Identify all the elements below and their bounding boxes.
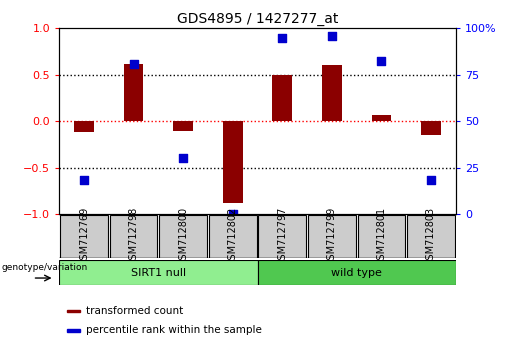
Point	[328, 33, 336, 39]
Text: SIRT1 null: SIRT1 null	[131, 268, 186, 278]
Text: GSM712802: GSM712802	[228, 207, 238, 266]
Point	[278, 35, 286, 40]
Bar	[259, 215, 306, 257]
Text: GSM712799: GSM712799	[327, 207, 337, 266]
Point	[80, 177, 88, 183]
Bar	[67, 310, 80, 313]
Text: transformed count: transformed count	[86, 306, 183, 316]
Bar	[272, 75, 292, 121]
Bar	[357, 215, 405, 257]
Text: genotype/variation: genotype/variation	[2, 263, 88, 272]
Text: GSM712801: GSM712801	[376, 207, 386, 266]
Text: percentile rank within the sample: percentile rank within the sample	[86, 325, 262, 335]
Bar	[74, 121, 94, 132]
Point	[377, 58, 386, 64]
Bar	[67, 329, 80, 332]
Bar	[308, 215, 356, 257]
Bar	[173, 121, 193, 131]
Bar	[223, 121, 243, 203]
Bar	[60, 215, 108, 257]
Text: wild type: wild type	[331, 268, 382, 278]
Text: GSM712797: GSM712797	[277, 207, 287, 266]
Point	[179, 156, 187, 161]
Text: GSM712800: GSM712800	[178, 207, 188, 266]
Bar	[159, 215, 207, 257]
Text: GSM712803: GSM712803	[426, 207, 436, 266]
Bar	[407, 215, 455, 257]
Bar	[209, 215, 256, 257]
Point	[129, 61, 138, 67]
Bar	[421, 121, 441, 135]
Bar	[59, 260, 258, 285]
Bar	[110, 215, 158, 257]
Point	[229, 211, 237, 217]
Bar	[371, 115, 391, 121]
Point	[427, 177, 435, 183]
Title: GDS4895 / 1427277_at: GDS4895 / 1427277_at	[177, 12, 338, 26]
Text: GSM712798: GSM712798	[129, 207, 139, 266]
Bar	[258, 260, 456, 285]
Bar	[124, 64, 144, 121]
Text: GSM712769: GSM712769	[79, 207, 89, 266]
Bar	[322, 65, 342, 121]
